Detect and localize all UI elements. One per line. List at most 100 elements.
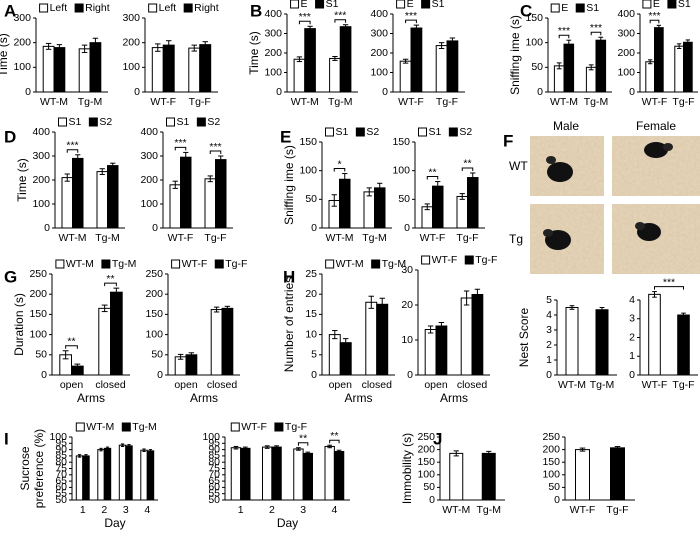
x-axis-label: Day [104, 516, 125, 530]
legend-swatch [315, 0, 325, 9]
bar [188, 47, 201, 93]
y-tick-label: 0 [537, 86, 543, 98]
significance-label: *** [648, 10, 660, 22]
legend-swatch [39, 3, 49, 13]
x-tick-label: 4 [331, 504, 337, 516]
legend-swatch [196, 117, 206, 127]
y-tick-label: 150 [542, 456, 560, 468]
bar [53, 47, 66, 93]
row-label: WT [509, 159, 528, 173]
x-tick-label: closed [362, 379, 393, 391]
bar [110, 291, 123, 376]
panel-label: E [280, 127, 291, 146]
bar [456, 195, 468, 229]
bar [674, 45, 684, 93]
x-tick-label: Tg-F [204, 232, 226, 244]
legend-swatch [214, 259, 224, 269]
legend-swatch [183, 3, 193, 13]
bar [410, 27, 423, 93]
y-tick-label: 100 [417, 469, 435, 481]
significance-label: ** [106, 273, 114, 285]
legend-swatch [171, 259, 181, 269]
legend-swatch [274, 422, 284, 432]
legend-swatch [371, 259, 381, 269]
y-tick-label: 80 [208, 456, 220, 468]
legend-swatch [667, 0, 677, 9]
bar [365, 301, 378, 376]
x-tick-label: WT-F [168, 232, 194, 244]
significance-label: *** [558, 25, 570, 37]
bar [610, 447, 625, 501]
y-tick-label: 300 [617, 27, 635, 39]
photo [612, 204, 700, 274]
legend-swatch [58, 117, 67, 127]
y-tick-label: 250 [29, 268, 47, 280]
y-tick-label: 0 [311, 369, 317, 381]
photo [530, 136, 604, 196]
y-tick-label: 100 [140, 198, 158, 210]
y-tick-label: 0 [311, 222, 317, 234]
y-axis-label: Sniffing ime (s) [508, 15, 522, 95]
y-tick-label: 0 [44, 222, 50, 234]
y-tick-label: 0 [629, 369, 635, 381]
y-tick-label: 15 [305, 308, 317, 320]
bar [61, 177, 73, 229]
x-tick-label: WT-M [558, 379, 586, 391]
y-tick-label: 90 [55, 443, 67, 455]
y-tick-label: 5 [311, 349, 317, 361]
legend-swatch [121, 422, 131, 432]
bar [328, 334, 341, 376]
y-tick-label: 4 [546, 309, 552, 321]
y-tick-label: 65 [55, 475, 67, 487]
bar [72, 157, 84, 229]
legend-swatch [464, 255, 474, 265]
significance-label: ** [428, 166, 436, 178]
legend-swatch [325, 259, 335, 269]
y-tick-label: 20 [401, 299, 413, 311]
y-tick-label: 300 [370, 27, 388, 39]
bar [585, 66, 597, 93]
row-label: Tg [509, 232, 523, 246]
legend-swatch [290, 0, 300, 9]
x-tick-label: 3 [123, 504, 129, 516]
legend-label: Left [50, 2, 68, 14]
x-tick-label: Tg-M [477, 504, 502, 516]
y-tick-label: 0 [382, 86, 388, 98]
bar [98, 307, 112, 376]
bar [107, 165, 119, 229]
y-tick-label: 50 [208, 494, 220, 506]
legend-label: Tg-F [225, 258, 247, 270]
y-axis-label: Time (s) [15, 158, 29, 202]
panel-label: A [4, 1, 16, 20]
x-tick-label: 1 [238, 504, 244, 516]
x-tick-label: open [424, 379, 448, 391]
bar [230, 447, 242, 501]
y-tick-label: 250 [417, 431, 435, 443]
y-axis-label: Immobility (s) [400, 433, 414, 504]
significance-bracket [65, 345, 78, 349]
bar [103, 447, 112, 501]
legend-swatch [325, 127, 334, 137]
bar [329, 57, 341, 93]
y-tick-label: 300 [122, 12, 140, 24]
x-tick-label: WT-F [642, 379, 668, 391]
significance-bracket [66, 149, 79, 153]
bar [304, 28, 316, 93]
y-tick-label: 0 [134, 86, 140, 98]
legend-swatch [421, 0, 431, 9]
y-tick-label: 75 [55, 462, 67, 474]
bar [185, 354, 198, 376]
y-tick-label: 50 [531, 61, 543, 73]
bar [648, 293, 661, 376]
y-tick-label: 85 [208, 450, 220, 462]
y-tick-label: 250 [542, 431, 560, 443]
y-tick-label: 50 [398, 193, 410, 205]
y-tick-label: 100 [392, 164, 410, 176]
y-tick-label: 0 [276, 86, 282, 98]
y-tick-label: 400 [140, 126, 158, 138]
legend-label: E [653, 0, 660, 10]
bar [96, 171, 108, 229]
significance-label: *** [209, 141, 221, 153]
y-tick-label: 50 [55, 494, 67, 506]
